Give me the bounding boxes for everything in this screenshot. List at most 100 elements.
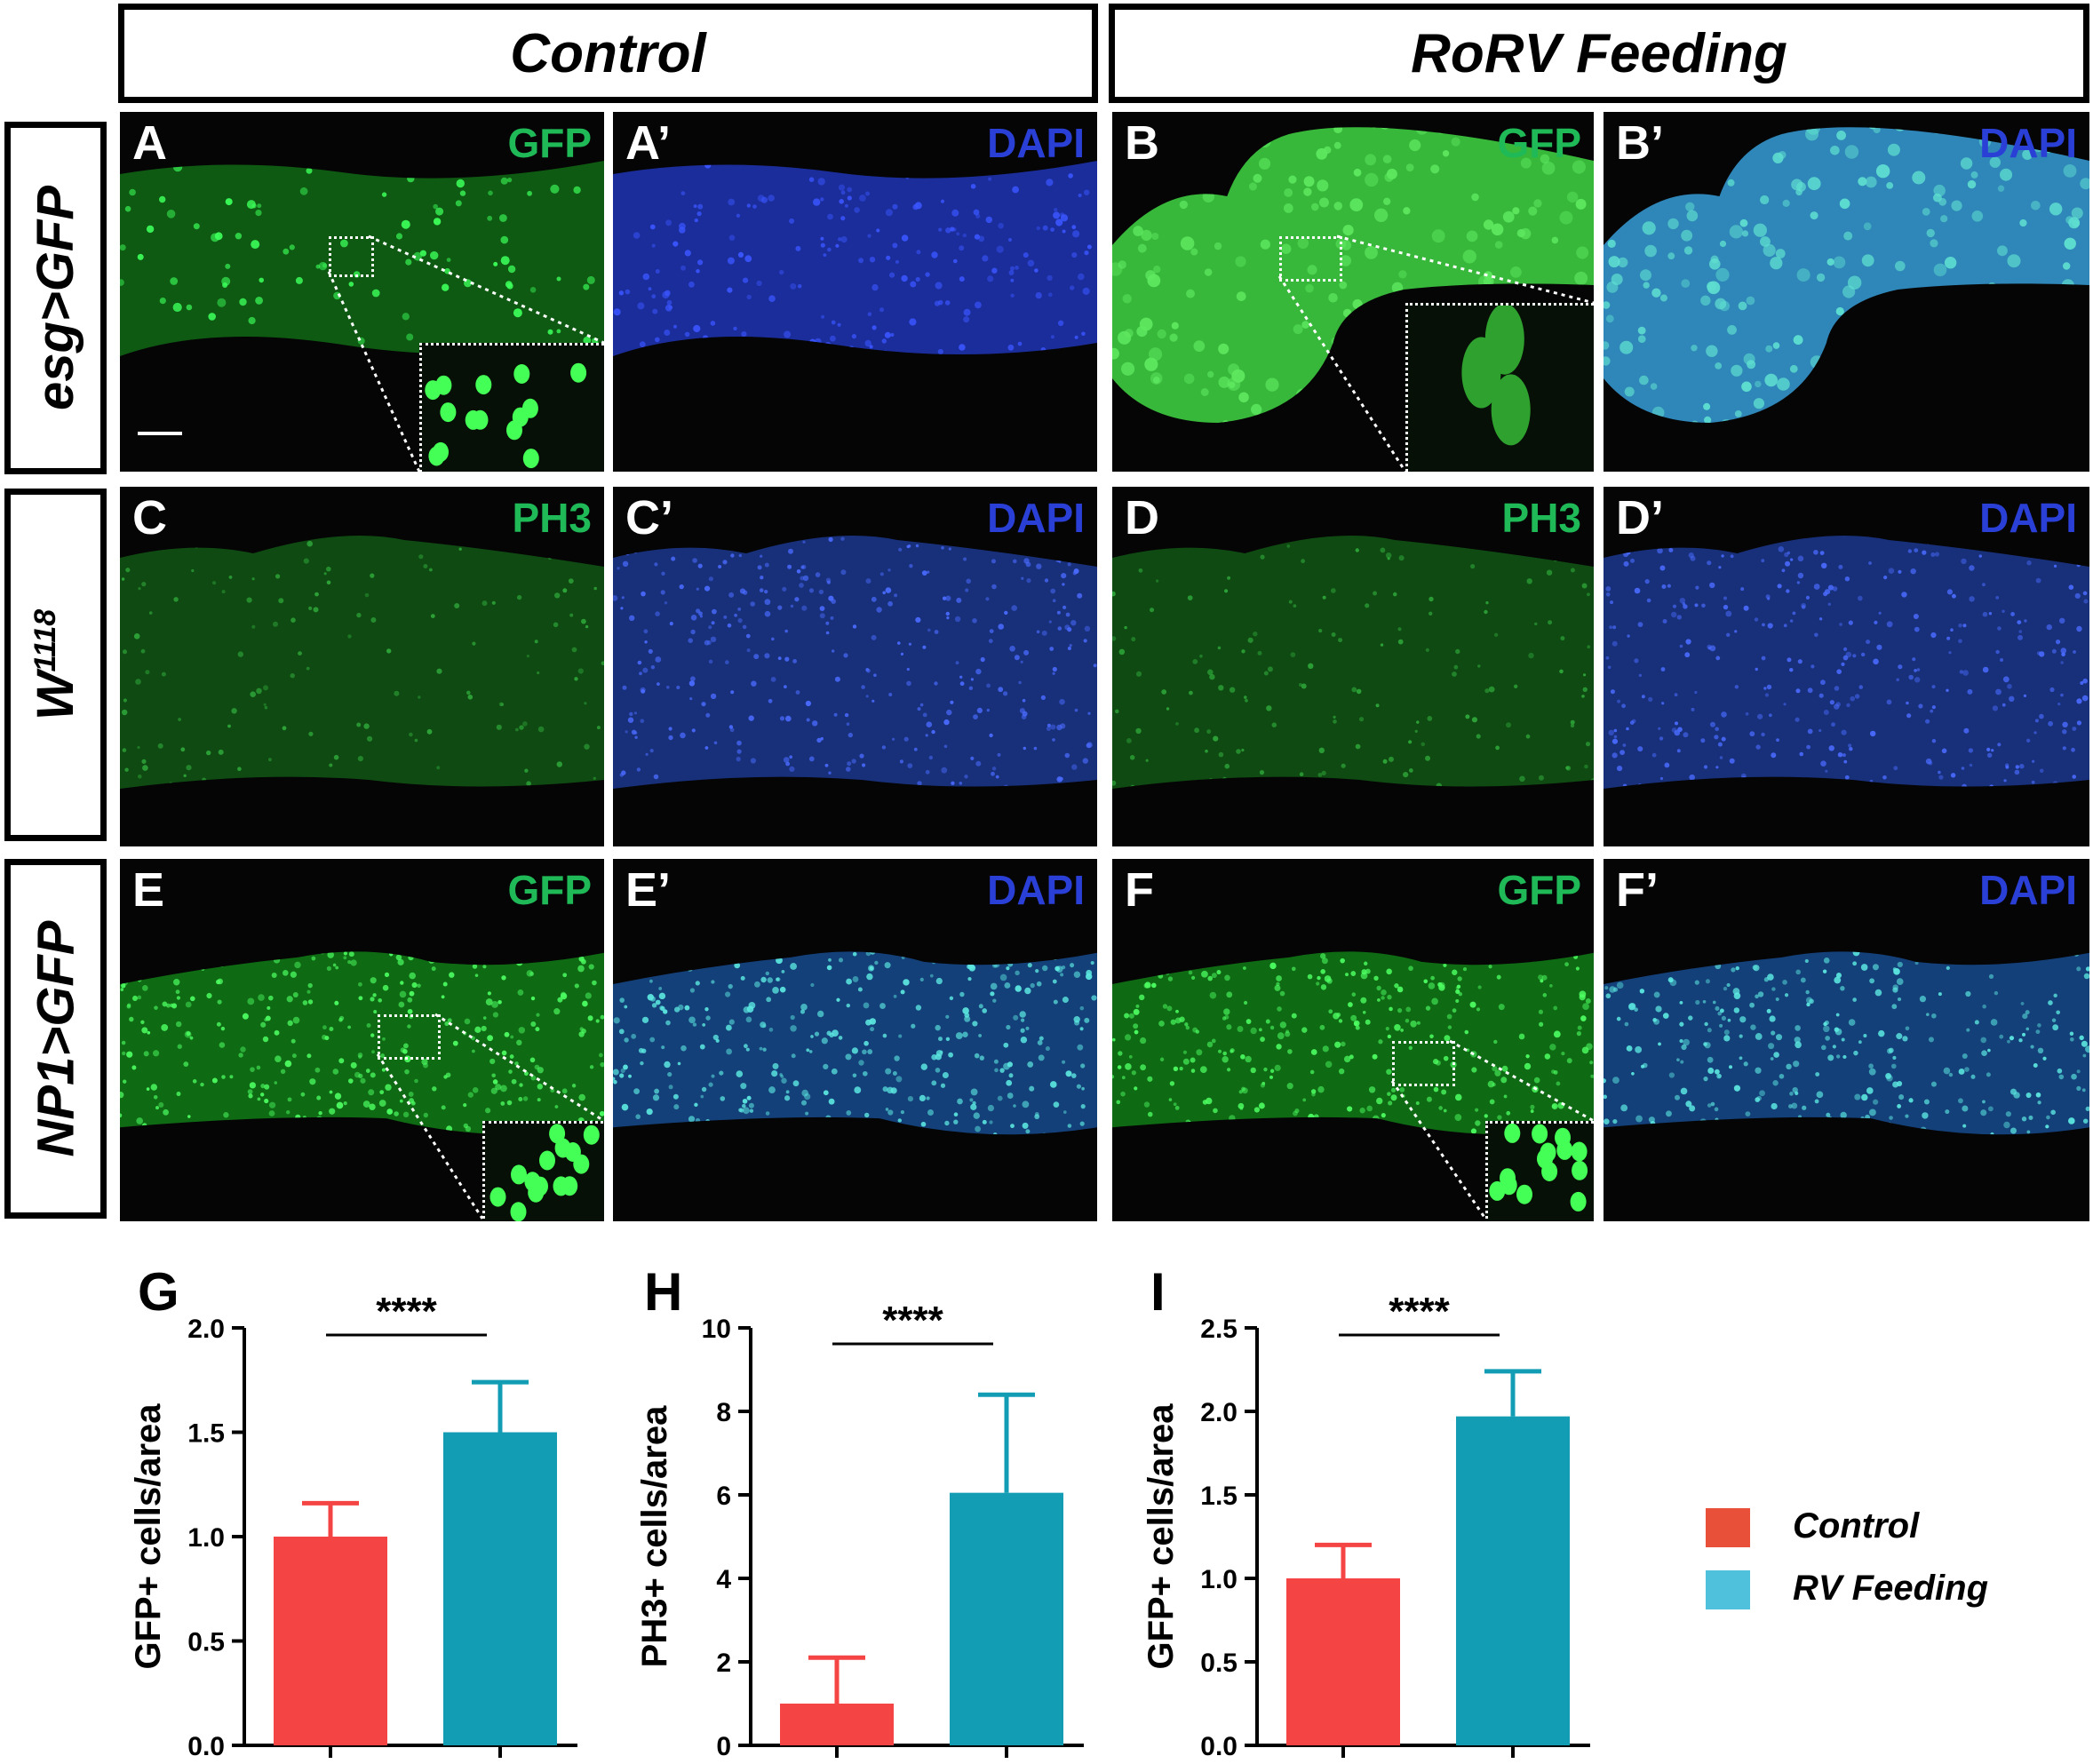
y-tick-label: 0.0 <box>1200 1732 1237 1761</box>
panel-channel-label: DAPI <box>1979 495 2077 541</box>
panel-letter: B <box>1125 116 1159 170</box>
y-tick-label: 0.5 <box>187 1628 225 1657</box>
zoom-inset-image <box>1461 306 1531 446</box>
zoom-inset <box>419 343 604 472</box>
y-tick-label: 2.0 <box>187 1315 225 1344</box>
micrograph-panel-a: A GFP <box>120 112 604 472</box>
column-header-control: Control <box>118 4 1098 103</box>
panel-channel-label: DAPI <box>1979 120 2077 166</box>
bar-control <box>274 1537 387 1745</box>
legend-label-rv-feeding: RV Feeding <box>1793 1569 1989 1608</box>
significance-stars: **** <box>1389 1290 1450 1333</box>
row-header-esg: esg>GFP <box>4 122 107 474</box>
bar-rv-feeding <box>443 1432 557 1745</box>
legend-swatch-control <box>1706 1508 1750 1547</box>
y-tick-label: 8 <box>716 1398 731 1427</box>
y-tick-label: 0 <box>716 1732 731 1761</box>
y-tick-label: 1.0 <box>187 1523 225 1553</box>
legend-swatch-rv-feeding <box>1706 1570 1750 1609</box>
micrograph-panel-a-prime: A’ DAPI <box>613 112 1097 472</box>
chart-letter: I <box>1150 1262 1166 1322</box>
scale-bar <box>138 432 182 435</box>
zoom-inset <box>1405 303 1594 472</box>
bar-rv-feeding <box>1456 1416 1570 1745</box>
y-tick-label: 1.5 <box>1200 1482 1237 1511</box>
micrograph-image <box>1112 951 1594 1135</box>
panel-letter: D’ <box>1616 491 1664 544</box>
zoom-inset-image <box>489 1124 600 1221</box>
micrograph-image <box>613 951 1097 1135</box>
panel-channel-label: GFP <box>1497 867 1581 913</box>
y-tick-label: 4 <box>716 1565 731 1594</box>
zoom-selection-box <box>1279 236 1342 282</box>
column-header-rorv: RoRV Feeding <box>1109 4 2089 103</box>
panel-channel-label: GFP <box>507 120 592 166</box>
zoom-selection-box <box>1392 1041 1455 1086</box>
micrograph-panel-e: E GFP <box>120 859 604 1221</box>
micrograph-image <box>1112 127 1594 423</box>
panel-letter: E’ <box>625 863 672 917</box>
y-axis-label: GFP+ cells/area <box>129 1403 168 1670</box>
y-tick-label: 0.5 <box>1200 1649 1237 1678</box>
micrograph-panel-c: C PH3 <box>120 487 604 846</box>
micrograph-panel-d-prime: D’ DAPI <box>1604 487 2089 846</box>
y-tick-label: 0.0 <box>187 1732 225 1761</box>
micrograph-panel-d: D PH3 <box>1112 487 1594 846</box>
micrograph-panel-b: B GFP <box>1112 112 1594 472</box>
bar-control <box>1286 1578 1400 1745</box>
row-header-label: NP1>GFP <box>27 920 84 1157</box>
micrograph-image <box>1112 536 1594 789</box>
micrograph-image <box>120 536 604 789</box>
bar-control <box>780 1704 894 1745</box>
zoom-connector-lines <box>327 234 604 472</box>
row-header-np1: NP1>GFP <box>4 859 107 1219</box>
y-tick-label: 6 <box>716 1482 731 1511</box>
significance-stars: **** <box>376 1290 437 1333</box>
column-header-label: RoRV Feeding <box>1411 22 1787 84</box>
panel-channel-label: GFP <box>507 867 592 913</box>
zoom-connector-lines <box>1277 234 1594 472</box>
micrograph-image <box>1604 536 2089 789</box>
panel-channel-label: GFP <box>1497 120 1581 166</box>
y-axis-label: PH3+ cells/area <box>635 1405 674 1667</box>
panel-letter: A <box>132 116 167 170</box>
zoom-connector-lines <box>376 1013 604 1220</box>
panel-letter: B’ <box>1616 116 1664 170</box>
y-tick-label: 2 <box>716 1649 731 1678</box>
zoom-inset <box>482 1121 604 1221</box>
y-tick-label: 2.0 <box>1200 1398 1237 1427</box>
micrograph-image <box>1604 127 2089 423</box>
row-header-label: esg>GFP <box>27 185 85 411</box>
micrograph-image <box>613 161 1097 356</box>
panel-letter: E <box>132 863 165 917</box>
zoom-inset-image <box>1489 1124 1588 1212</box>
panel-channel-label: DAPI <box>1979 867 2077 913</box>
row-header-w1118: W1118 <box>4 489 107 841</box>
y-tick-label: 1.5 <box>187 1419 225 1449</box>
column-header-label: Control <box>510 22 706 84</box>
panel-letter: F’ <box>1616 863 1659 917</box>
chart-letter: G <box>138 1262 179 1322</box>
micrograph-image <box>1604 951 2089 1135</box>
panel-letter: D <box>1125 491 1159 544</box>
micrograph-panel-c-prime: C’ DAPI <box>613 487 1097 846</box>
panel-channel-label: DAPI <box>987 867 1085 913</box>
y-tick-label: 1.0 <box>1200 1565 1237 1594</box>
micrograph-image <box>613 536 1097 789</box>
panel-letter: F <box>1125 863 1154 917</box>
significance-stars: **** <box>882 1299 943 1342</box>
bar-rv-feeding <box>950 1492 1063 1745</box>
panel-channel-label: DAPI <box>987 120 1085 166</box>
panel-channel-label: PH3 <box>512 495 592 541</box>
micrograph-image <box>120 951 604 1135</box>
zoom-connector-lines <box>1390 1039 1594 1220</box>
legend-label-control: Control <box>1793 1506 1920 1545</box>
y-tick-label: 2.5 <box>1200 1315 1237 1344</box>
y-tick-label: 10 <box>702 1315 731 1344</box>
micrograph-panel-b-prime: B’ DAPI <box>1604 112 2089 472</box>
y-axis-label: GFP+ cells/area <box>1142 1403 1181 1670</box>
micrograph-panel-f-prime: F’ DAPI <box>1604 859 2089 1221</box>
panel-letter: A’ <box>625 116 672 170</box>
row-header-label: W1118 <box>27 608 84 721</box>
micrograph-panel-e-prime: E’ DAPI <box>613 859 1097 1221</box>
